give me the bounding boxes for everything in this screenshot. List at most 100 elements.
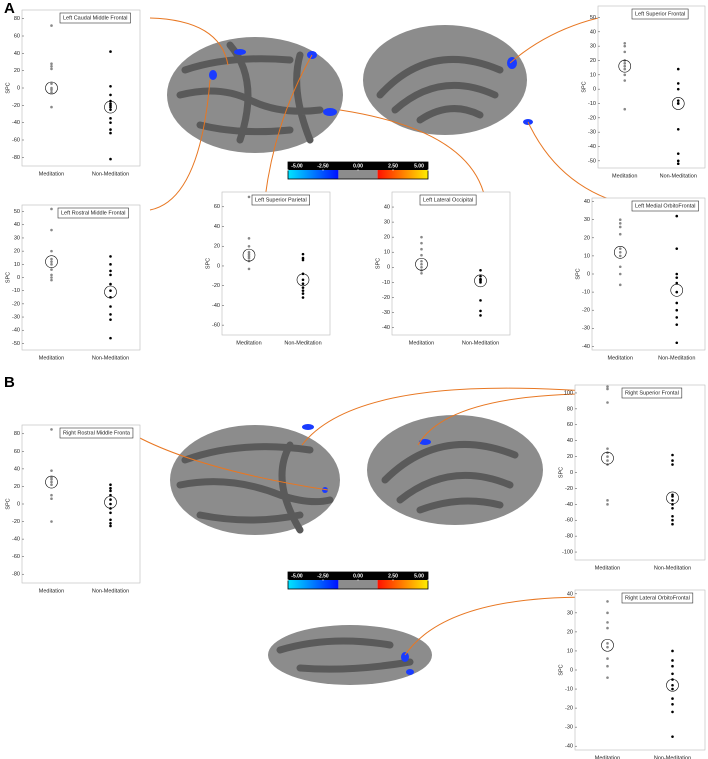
colorbar-label-band [288,162,428,170]
y-axis-label: SPC [5,272,11,283]
data-point [50,480,53,484]
y-axis-label: SPC [558,467,564,478]
data-point [247,254,251,258]
data-point [50,105,53,109]
data-point [109,269,112,273]
y-tick-label: 10 [584,253,590,259]
data-point [618,225,622,229]
data-point [109,524,112,528]
colorbar: -5.00 -2.50 0.00 2.50 5.00 [287,571,429,590]
y-tick-label: -10 [12,288,20,294]
data-point [623,41,627,45]
y-tick-label: -20 [212,283,220,289]
data-point [109,128,112,131]
y-tick-label: -50 [12,341,20,347]
data-point [109,84,112,88]
connector [301,387,623,446]
plot-area [591,197,706,351]
data-point [50,278,53,282]
brain-left-lateral [167,37,343,153]
y-tick-label: 60 [567,422,573,428]
strip-chart: 100 80 60 40 20 0 -20 -40 -60 -80 -100 SPC Meditatio… [558,384,706,571]
mean-marker [104,100,117,114]
data-point [301,258,305,262]
data-point [606,459,609,462]
data-point [618,272,622,276]
y-axis-label: SPC [5,82,11,93]
data-point [675,323,679,326]
x-tick-label: Meditation [595,755,620,759]
y-tick-label: 0 [17,85,20,91]
y-tick-label: -60 [565,518,573,524]
strip-chart: 50 40 30 20 10 0 -10 -20 -30 -40 -50 SPC Meditation N… [5,204,141,361]
x-tick-label: Non-Meditation [462,340,499,346]
chart-title: Right Lateral OrbitoFrontal [625,595,690,601]
data-point [479,274,482,278]
data-point [671,506,674,510]
data-point [671,495,674,498]
data-point [606,676,609,679]
y-tick-label: 60 [214,204,220,210]
data-point [247,237,251,240]
data-point [479,309,482,313]
data-point [623,62,627,65]
data-point [671,518,674,522]
colorbar-negative [288,580,339,589]
data-point [671,453,674,457]
x-tick-label: Non-Meditation [660,173,697,179]
mean-marker [45,255,58,268]
colorbar-tick-label: 5.00 [414,574,424,580]
y-tick-label: 10 [384,250,390,256]
data-point [109,282,112,286]
data-point [606,657,609,660]
y-tick-label: 20 [384,235,390,241]
data-point [109,518,112,522]
y-tick-label: -20 [565,486,573,492]
mean-marker [45,475,58,489]
data-point [671,459,674,462]
data-point [479,268,482,272]
data-point [671,664,674,668]
x-tick-label: Meditation [608,355,633,361]
data-point [606,447,609,450]
data-point [109,273,112,277]
data-point [247,244,251,248]
panel-label: B [4,374,15,391]
data-point [109,50,112,53]
data-point [623,64,627,68]
data-point [676,99,680,102]
y-tick-label: -30 [582,326,590,332]
strip-chart: 80 60 40 20 0 -20 -40 -60 -80 SPC Meditation Non-Me… [5,424,141,594]
y-tick-label: 20 [14,249,20,255]
data-point [606,664,609,668]
y-tick-label: 20 [584,235,590,241]
colorbar-positive [377,170,428,179]
data-point [671,672,674,676]
data-point [618,222,622,225]
data-point [109,313,112,316]
y-tick-label: -60 [12,554,20,560]
mean-marker [45,81,58,95]
data-point [50,268,53,271]
mean-marker [670,283,684,297]
data-point [606,387,609,391]
y-tick-label: -40 [12,120,20,126]
y-axis-label: SPC [575,268,581,279]
colorbar-tick-label: 0.00 [353,164,363,170]
colorbar-neutral [338,580,378,589]
colorbar-tick-label: 5.00 [414,164,424,170]
data-point [671,649,674,653]
data-point [247,250,251,254]
data-point [50,67,53,71]
x-tick-label: Meditation [612,173,637,179]
title-box [631,8,689,20]
data-point [109,93,112,97]
colorbar-tick-label: 0.00 [353,574,363,580]
strip-chart: 50 40 30 20 10 0 -10 -20 -30 -40 -50 SPC Meditation N… [581,5,706,179]
y-tick-label: -10 [382,280,390,286]
strip-chart: 40 30 20 10 0 -10 -20 -30 -40 SPC Meditation Non-Me… [375,191,511,346]
y-tick-label: -40 [565,502,573,508]
y-tick-label: -60 [212,323,220,329]
data-point [50,497,53,501]
